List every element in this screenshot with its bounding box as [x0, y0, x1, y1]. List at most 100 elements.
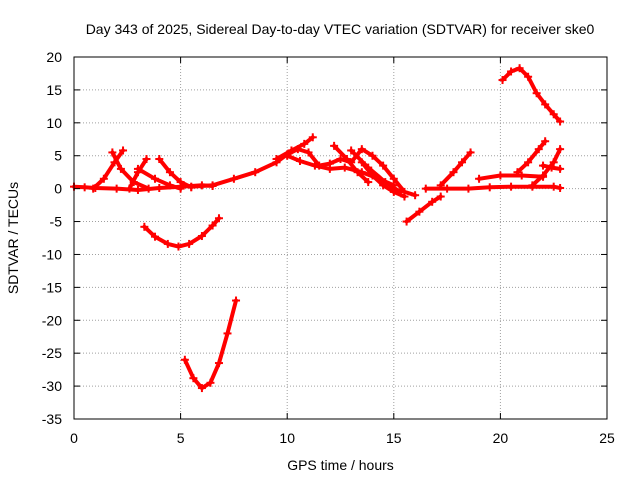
data-point	[197, 232, 206, 241]
data-point	[549, 110, 558, 119]
data-point	[151, 174, 160, 183]
y-axis-title: SDTVAR / TECUs	[5, 182, 21, 294]
y-tick-label: 0	[54, 181, 62, 197]
data-point	[436, 192, 445, 201]
data-point	[140, 222, 149, 231]
data-point	[549, 182, 558, 191]
data-point	[400, 192, 409, 201]
series-arc-rise-a	[91, 148, 125, 191]
data-point	[197, 384, 206, 393]
data-point	[524, 72, 533, 81]
data-point	[513, 168, 522, 177]
data-point	[421, 184, 430, 193]
data-point	[330, 141, 339, 150]
data-point	[507, 67, 516, 76]
data-point	[402, 217, 411, 226]
data-point	[353, 168, 362, 177]
data-point	[206, 378, 215, 387]
y-tick-label: -10	[42, 246, 62, 262]
data-point	[436, 181, 445, 190]
y-tick-label: -30	[42, 378, 62, 394]
data-point	[556, 164, 565, 173]
data-point	[151, 232, 160, 241]
data-point	[174, 242, 183, 251]
data-point	[364, 163, 373, 172]
data-point	[532, 89, 541, 98]
data-point	[232, 296, 241, 305]
data-point	[214, 359, 223, 368]
series-arc-drop-3	[349, 148, 403, 194]
data-point	[496, 171, 505, 180]
data-point	[547, 163, 556, 172]
data-point	[176, 184, 185, 193]
y-tick-label: 5	[54, 148, 62, 164]
data-point	[308, 133, 317, 142]
data-point	[411, 191, 420, 200]
data-point	[163, 239, 172, 248]
y-tick-label: -15	[42, 279, 62, 295]
data-point	[428, 197, 437, 206]
data-point	[304, 148, 313, 157]
data-point	[534, 145, 543, 154]
data-point	[517, 171, 526, 180]
y-tick-label: 10	[46, 115, 62, 131]
data-point	[539, 161, 548, 170]
data-point	[524, 158, 533, 167]
axis-ticks: 0 5 10 15 20 25 20 15 10 5 0 -5 -10 -15 -20 -25 -30 -35	[42, 49, 615, 446]
data-point	[142, 155, 151, 164]
data-point	[272, 155, 281, 164]
data-point	[381, 178, 390, 187]
data-point	[368, 151, 377, 160]
data-point	[144, 184, 153, 193]
data-point	[498, 76, 507, 85]
data-point	[165, 168, 174, 177]
data-point	[223, 329, 232, 338]
series-arc-fall-d	[157, 157, 194, 190]
data-point	[251, 168, 260, 177]
series-arc-rise-g	[477, 173, 545, 181]
data-point	[208, 221, 217, 230]
x-tick-label: 10	[279, 430, 295, 446]
data-point	[325, 164, 334, 173]
data-point	[310, 161, 319, 170]
y-tick-label: -20	[42, 312, 62, 328]
series-arc-neg-small	[142, 216, 221, 249]
y-tick-label: -5	[50, 214, 63, 230]
data-point	[507, 182, 516, 191]
y-tick-label: 20	[46, 49, 62, 65]
plot-frame	[73, 56, 608, 420]
data-point	[379, 161, 388, 170]
x-tick-label: 15	[386, 430, 402, 446]
data-point	[449, 168, 458, 177]
data-point	[347, 146, 356, 155]
x-tick-label: 0	[70, 430, 78, 446]
y-tick-label: -25	[42, 345, 62, 361]
series-arc-neg-diag	[404, 194, 443, 224]
data-point	[187, 182, 196, 191]
x-tick-label: 25	[599, 430, 615, 446]
data-point	[549, 158, 558, 167]
data-point	[80, 183, 89, 192]
data-point	[89, 184, 98, 193]
data-point	[357, 145, 366, 154]
data-point	[214, 214, 223, 223]
data-point	[133, 164, 142, 173]
x-tick-label: 20	[493, 430, 509, 446]
data-point	[300, 139, 309, 148]
data-point	[283, 151, 292, 160]
series-arc-rise-b	[110, 150, 151, 191]
data-point	[125, 184, 134, 193]
data-point	[155, 155, 164, 164]
data-point	[415, 207, 424, 216]
data-point	[443, 184, 452, 193]
data-point	[466, 148, 475, 157]
data-point	[541, 100, 550, 109]
x-axis-title: GPS time / hours	[287, 457, 394, 473]
data-point	[155, 183, 164, 192]
series-arc-rise-f	[438, 150, 473, 188]
data-point	[185, 239, 194, 248]
data-point	[116, 164, 125, 173]
series-arc-rise-h	[515, 139, 548, 175]
data-point	[295, 156, 304, 165]
